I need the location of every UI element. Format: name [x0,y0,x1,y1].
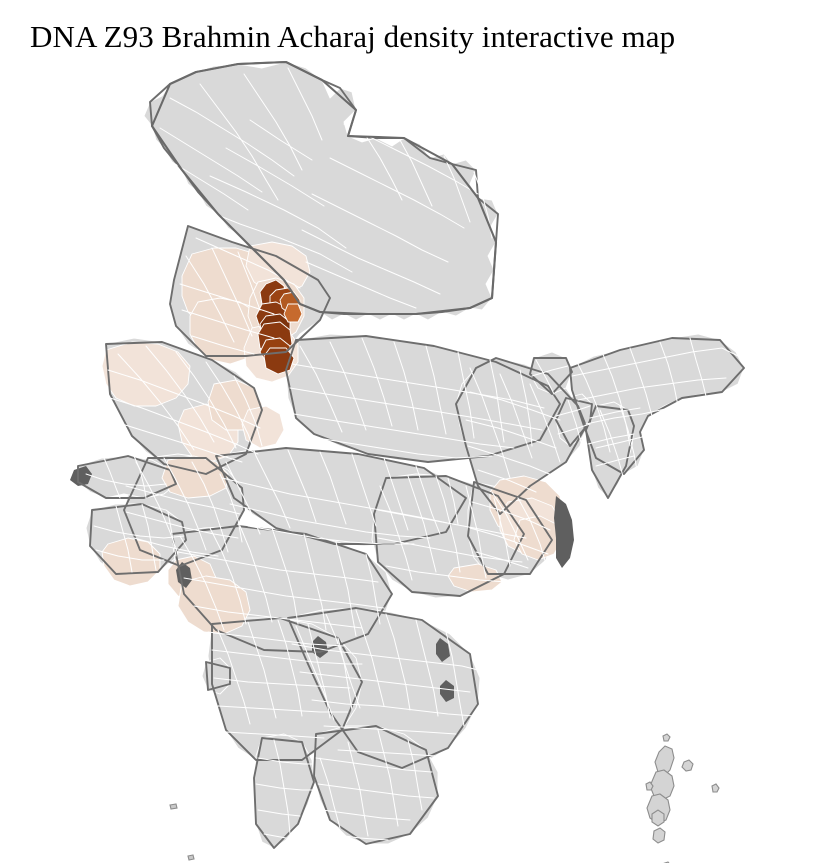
coast-shadow [70,466,92,486]
page-title: DNA Z93 Brahmin Acharaj density interact… [30,19,676,54]
india-choropleth-map[interactable] [0,58,837,863]
island-shape[interactable] [169,803,178,810]
island-shape[interactable] [645,781,654,791]
state-border [205,661,231,691]
state-border [555,397,593,447]
state-border [123,457,245,567]
island-shape[interactable] [681,759,694,772]
district-border-layer [85,67,743,841]
island-shape[interactable] [651,809,665,827]
state-border [467,481,553,575]
island-shape[interactable] [662,733,671,742]
island-shape[interactable] [187,854,195,861]
state-border [89,503,187,575]
state-border [169,225,331,357]
state-border [529,357,573,395]
state-border [585,405,635,499]
island-shape[interactable] [654,745,675,777]
lakshadweep-islands[interactable] [169,803,195,861]
state-border [287,607,479,769]
high-density-layer [255,279,303,375]
district-region[interactable] [241,405,285,449]
district-region[interactable] [283,303,303,323]
state-border [373,475,525,597]
country-outline-layer [150,60,498,316]
state-border [313,725,439,845]
state-border [105,341,263,475]
island-shape[interactable] [711,783,720,793]
state-border [215,447,467,545]
map-base-layer [77,61,745,849]
coast-shadow-layer [70,466,574,702]
coast-shadow [176,562,192,588]
coast-shadow [436,638,450,662]
country-outline [150,60,498,316]
state-border [455,357,587,515]
island-shape[interactable] [652,827,666,844]
andaman-nicobar-islands[interactable] [645,733,720,863]
coast-shadow [554,496,574,568]
district-region[interactable] [177,575,251,635]
state-border [569,337,745,475]
district-region[interactable] [143,61,499,321]
state-border [253,737,315,849]
state-border [171,525,393,653]
map-svg[interactable] [0,58,837,863]
district-region[interactable] [101,341,191,407]
coast-shadow [440,680,454,702]
